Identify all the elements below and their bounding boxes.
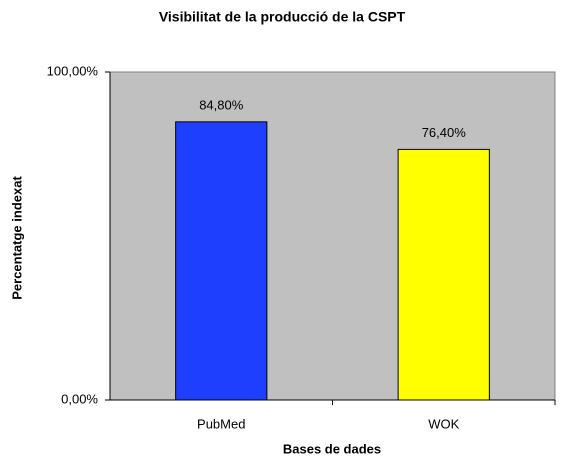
data-label: 76,40% xyxy=(422,125,467,140)
x-tick-label: PubMed xyxy=(197,416,245,431)
bar xyxy=(397,148,490,401)
data-label: 84,80% xyxy=(199,97,244,112)
x-tick-label: WOK xyxy=(428,416,459,431)
x-axis-label: Bases de dades xyxy=(283,441,381,456)
y-tick-label: 100,00% xyxy=(47,63,99,78)
bar xyxy=(175,121,268,401)
y-axis-label: Percentatge indexat xyxy=(9,176,24,300)
chart-title: Visibilitat de la producció de la CSPT xyxy=(159,9,406,25)
y-tick-label: 0,00% xyxy=(61,391,98,406)
